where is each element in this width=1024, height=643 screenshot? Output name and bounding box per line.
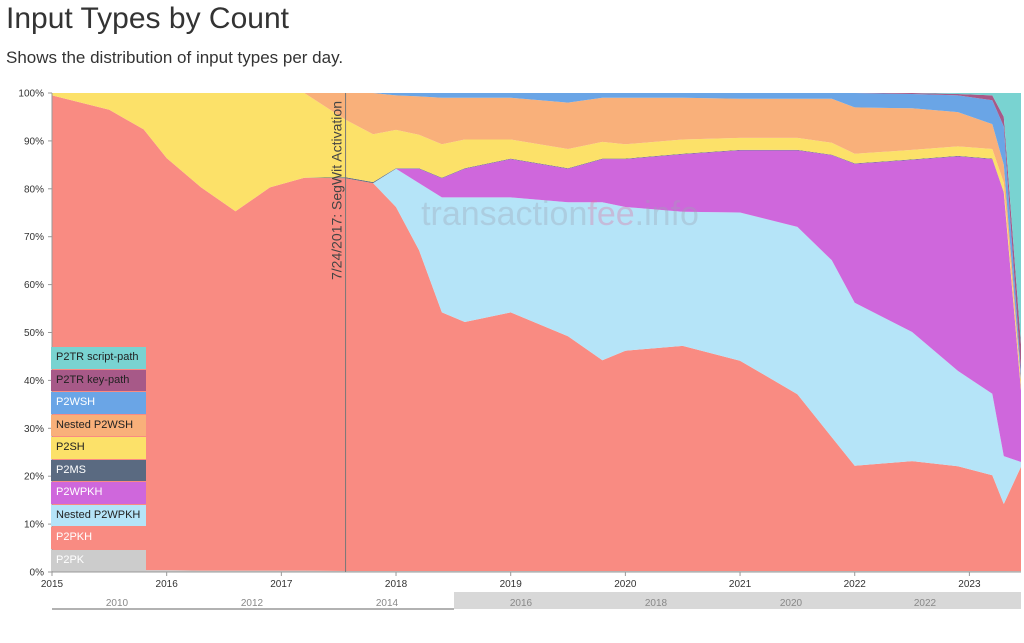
area-nested-p2wpkh [52, 95, 1021, 505]
area-p2pk [52, 569, 1021, 572]
x-tick-label: 2018 [385, 579, 408, 590]
x-tick-label: 2020 [614, 579, 637, 590]
y-tick-label: 10% [24, 520, 44, 531]
area-p2wpkh [52, 95, 1021, 463]
navigator-label: 2010 [106, 598, 129, 609]
navigator-label: 2016 [510, 598, 533, 609]
navigator-selection [454, 592, 1021, 609]
navigator-label: 2022 [914, 598, 937, 609]
watermark-pre: transaction [421, 195, 587, 233]
navigator-label: 2012 [241, 598, 264, 609]
y-tick-label: 0% [30, 568, 45, 579]
legend-item-nested-p2wpkh[interactable]: Nested P2WPKH [51, 504, 146, 526]
area-p2pkh [52, 95, 1021, 572]
y-tick-label: 30% [24, 424, 44, 435]
y-axis: 0% 10% 20% 30% 40% 50% 60% 70% 80% 90% 100% [18, 89, 53, 579]
y-tick-label: 20% [24, 472, 44, 483]
x-tick-label: 2023 [958, 579, 981, 590]
chart-title: Input Types by Count [6, 2, 289, 35]
x-axis: 2015 2016 2017 2018 2019 2020 2021 2022 2023 [41, 571, 1021, 590]
navigator-label: 2014 [376, 598, 399, 609]
chart-subtitle: Shows the distribution of input types pe… [6, 48, 344, 67]
y-tick-label: 80% [24, 184, 44, 195]
y-tick-label: 90% [24, 136, 44, 147]
y-tick-label: 40% [24, 376, 44, 387]
legend-item-nested-p2wsh[interactable]: Nested P2WSH [51, 414, 146, 436]
x-tick-label: 2015 [41, 579, 64, 590]
annotation-label: 7/24/2017: SegWit Activation [329, 101, 345, 280]
legend-item-p2tr-script-path[interactable]: P2TR script-path [51, 347, 146, 369]
legend-item-p2wsh[interactable]: P2WSH [51, 392, 146, 414]
area-p2sh [52, 93, 1021, 391]
legend-item-p2ms[interactable]: P2MS [51, 459, 146, 481]
y-tick-label: 50% [24, 328, 44, 339]
legend-item-p2tr-key-path[interactable]: P2TR key-path [51, 369, 146, 391]
y-tick-label: 100% [18, 89, 44, 100]
x-tick-label: 2021 [729, 579, 752, 590]
segwit-annotation: 7/24/2017: SegWit Activation [329, 93, 347, 572]
y-tick-label: 70% [24, 232, 44, 243]
x-tick-label: 2016 [156, 579, 179, 590]
navigator-label: 2018 [645, 598, 668, 609]
x-tick-label: 2019 [500, 579, 523, 590]
legend-item-p2pk[interactable]: P2PK [51, 549, 146, 571]
time-navigator[interactable]: 2010 2012 2014 2016 2018 2020 2022 [52, 592, 1021, 610]
legend-item-p2pkh[interactable]: P2PKH [51, 527, 146, 549]
legend-item-p2sh[interactable]: P2SH [51, 437, 146, 459]
legend: P2TR script-path P2TR key-path P2WSH Nested… [51, 347, 146, 572]
x-tick-label: 2022 [844, 579, 867, 590]
stacked-areas [52, 93, 1021, 572]
y-tick-label: 60% [24, 280, 44, 291]
watermark-mid: fee [587, 195, 634, 233]
x-tick-label: 2017 [270, 579, 293, 590]
navigator-label: 2020 [780, 598, 803, 609]
legend-item-p2wpkh[interactable]: P2WPKH [51, 482, 146, 504]
watermark-post: .info [635, 195, 699, 233]
watermark: transactionfee.info [421, 195, 699, 233]
area-nested-p2wsh [52, 93, 1021, 386]
